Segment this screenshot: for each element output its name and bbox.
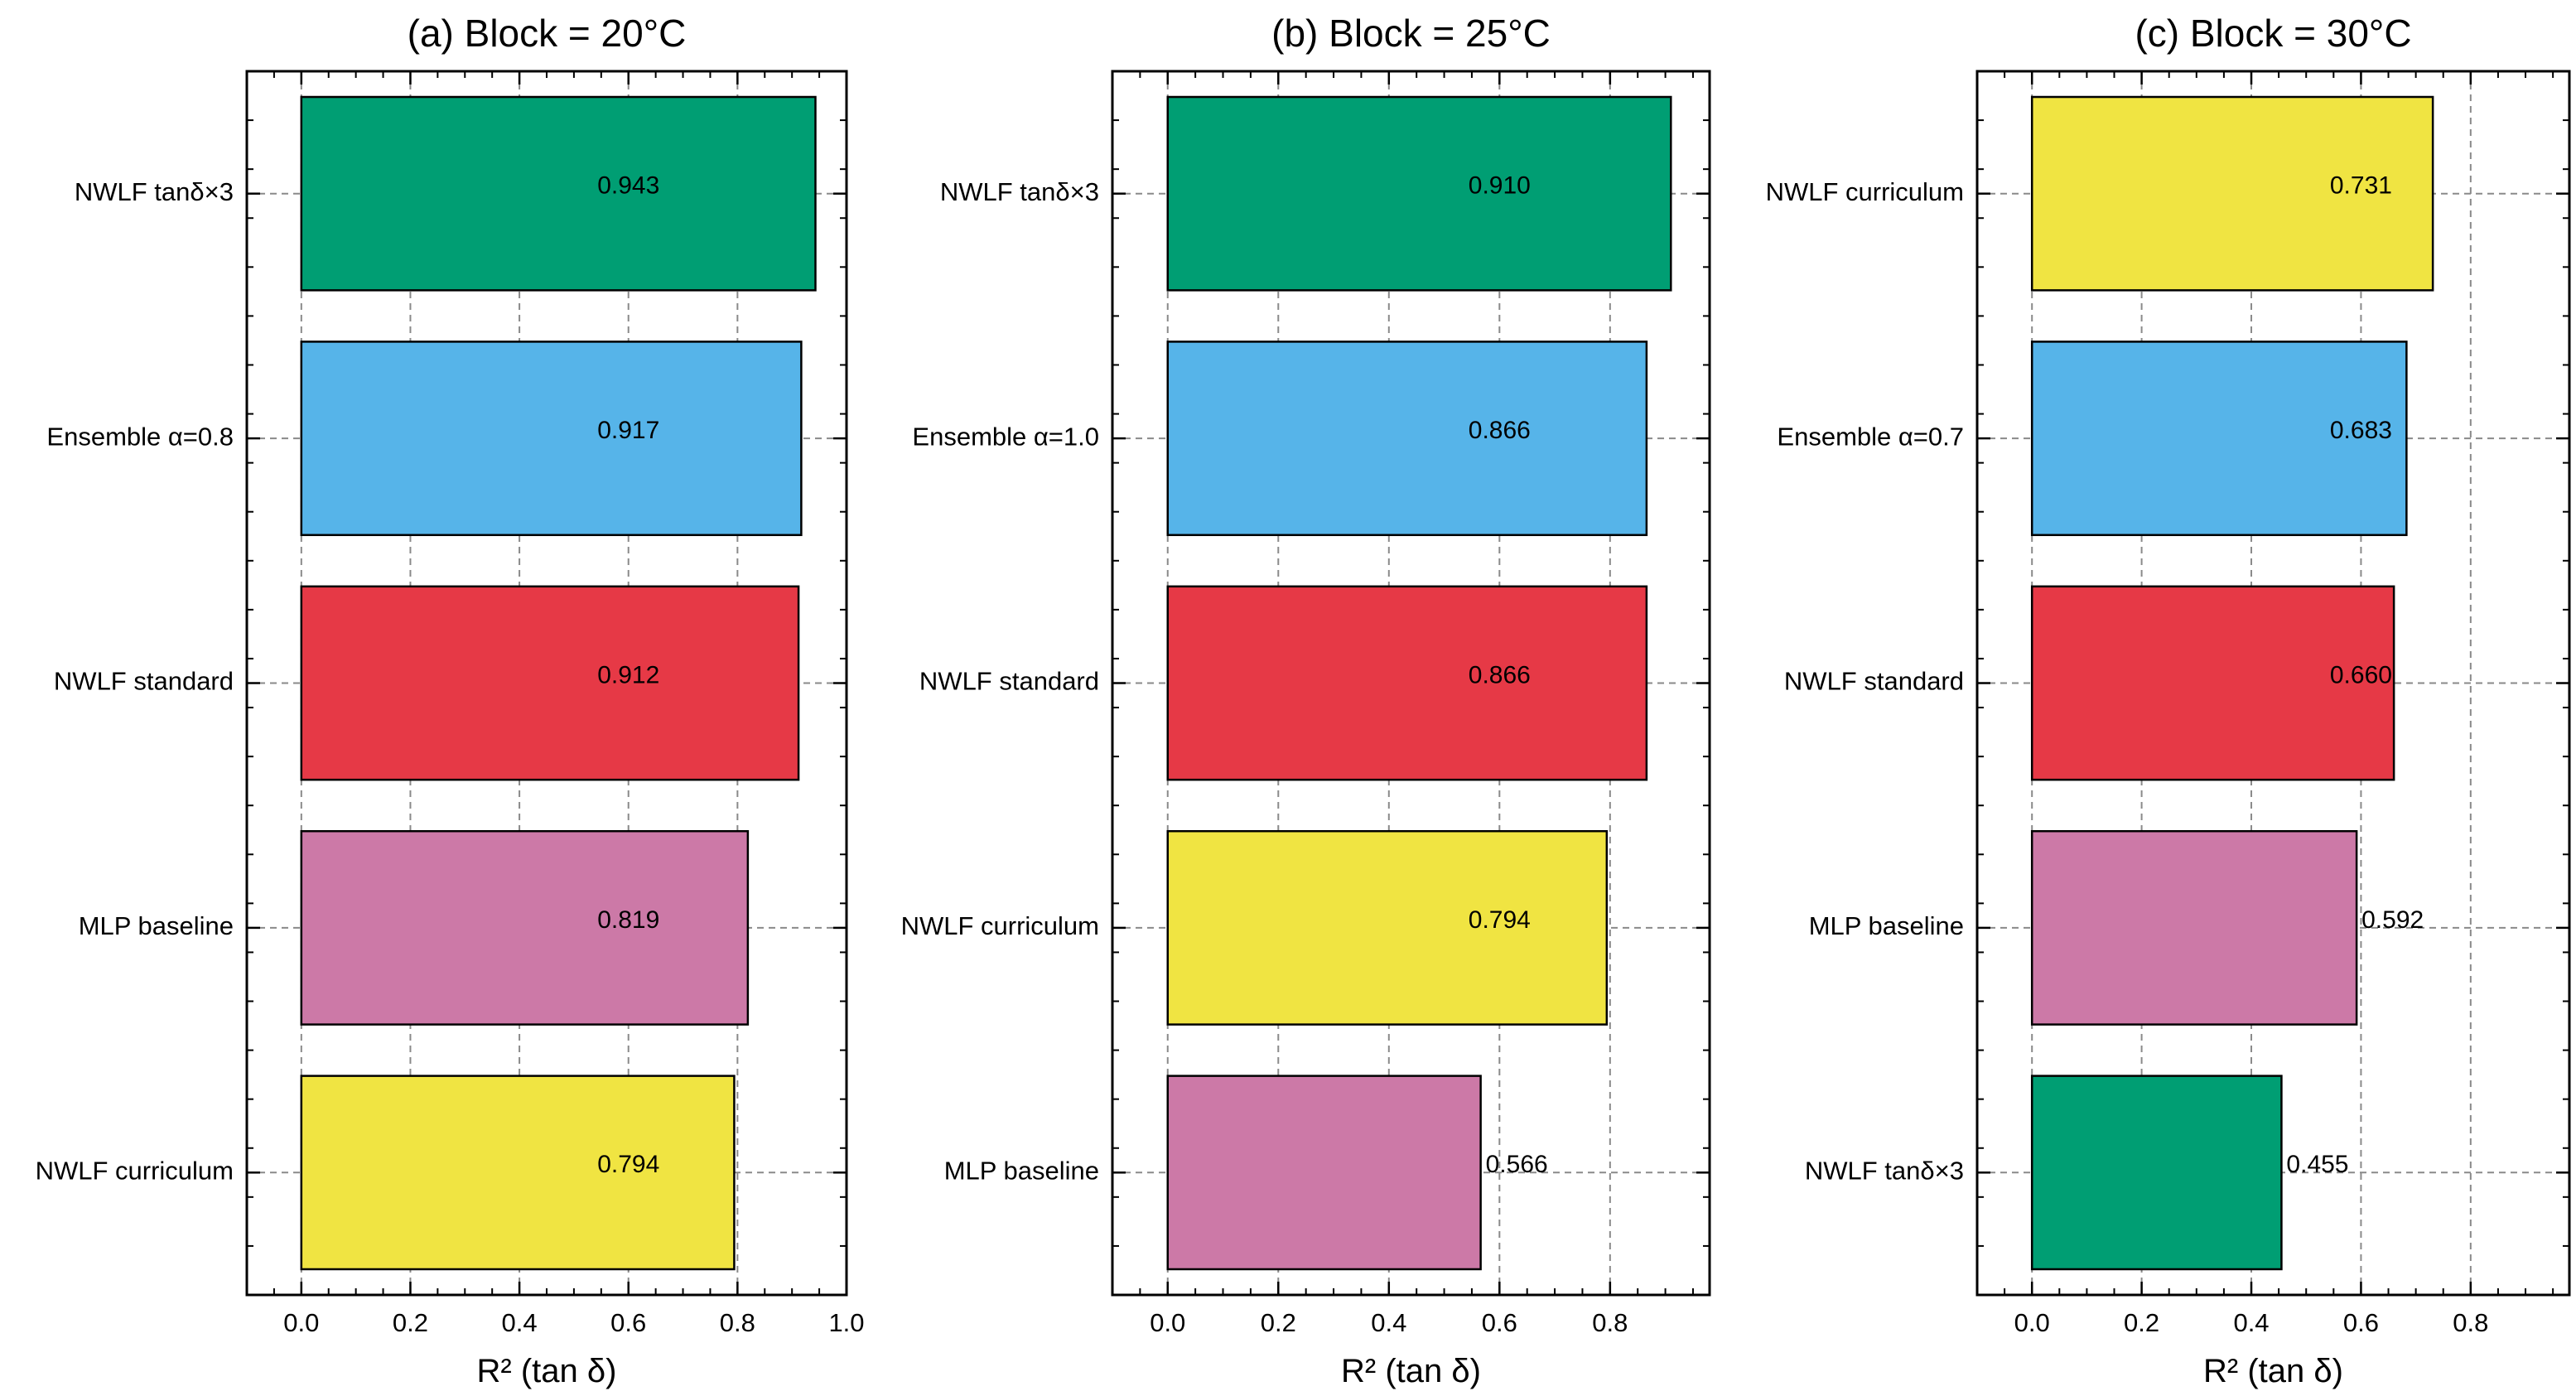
bar — [1166, 585, 1648, 781]
chart-panel-c: 0.731 0.683 0.660 0.592 0.455 0.0 0.2 0.4 0.6 0.8… — [1766, 12, 2571, 1389]
x-tick-label: 0.4 — [1371, 1308, 1406, 1337]
x-tick-label: 0.0 — [2014, 1308, 2050, 1337]
x-tick-label: 0.6 — [1482, 1308, 1517, 1337]
chart-panel-a: 0.943 0.917 0.912 0.819 0.794 0.0 0.2 0.4 0.6 0.8… — [36, 12, 865, 1389]
bar — [300, 95, 817, 292]
bar — [2030, 829, 2358, 1026]
category-label: NWLF curriculum — [1766, 177, 1964, 206]
x-tick-label: 0.4 — [502, 1308, 538, 1337]
bar-value-label: 0.592 — [2361, 906, 2424, 934]
category-label: NWLF tanδ×3 — [1805, 1156, 1964, 1185]
x-tick-label: 0.0 — [283, 1308, 319, 1337]
category-label: MLP baseline — [1809, 911, 1964, 940]
bar — [300, 1075, 736, 1271]
category-label: MLP baseline — [79, 911, 234, 940]
bar-value-label: 0.660 — [2330, 661, 2392, 688]
bar-value-label: 0.794 — [1469, 906, 1531, 934]
bar-value-label: 0.683 — [2330, 417, 2392, 444]
x-tick-label: 0.2 — [1261, 1308, 1296, 1337]
x-tick-label: 0.6 — [2343, 1308, 2379, 1337]
bar — [300, 341, 803, 537]
category-label: Ensemble α=1.0 — [912, 422, 1099, 451]
bar-value-label: 0.866 — [1469, 417, 1531, 444]
chart-title: (a) Block = 20°C — [408, 12, 687, 55]
category-label: NWLF standard — [919, 667, 1099, 696]
bar — [1166, 341, 1648, 537]
bar — [300, 585, 800, 781]
x-tick-label: 0.2 — [393, 1308, 428, 1337]
category-label: Ensemble α=0.8 — [46, 422, 234, 451]
chart-title: (c) Block = 30°C — [2135, 12, 2411, 55]
bar — [1166, 95, 1672, 292]
bar — [2030, 95, 2434, 292]
category-label: NWLF curriculum — [36, 1156, 234, 1185]
bar — [2030, 341, 2408, 537]
bar-value-label: 0.912 — [597, 661, 659, 688]
bar — [300, 829, 750, 1026]
x-axis-label: R² (tan δ) — [477, 1353, 617, 1389]
bar-value-label: 0.455 — [2286, 1151, 2348, 1178]
bar-value-label: 0.566 — [1486, 1151, 1548, 1178]
x-tick-label: 0.0 — [1150, 1308, 1185, 1337]
x-tick-label: 0.8 — [1592, 1308, 1628, 1337]
x-tick-label: 0.8 — [2453, 1308, 2488, 1337]
bar — [1166, 829, 1609, 1026]
chart-panel-b: 0.910 0.866 0.866 0.794 0.566 0.0 0.2 0.4 0.6 0.8… — [901, 12, 1711, 1389]
category-label: NWLF tanδ×3 — [75, 177, 234, 206]
category-label: MLP baseline — [944, 1156, 1099, 1185]
category-label: Ensemble α=0.7 — [1777, 422, 1964, 451]
bar — [2030, 1075, 2283, 1271]
x-tick-label: 0.8 — [720, 1308, 755, 1337]
bar-value-label: 0.910 — [1469, 172, 1531, 200]
x-tick-label: 0.4 — [2233, 1308, 2269, 1337]
bar-value-label: 0.866 — [1469, 661, 1531, 688]
bar — [2030, 585, 2395, 781]
category-label: NWLF tanδ×3 — [940, 177, 1099, 206]
bar-value-label: 0.794 — [597, 1151, 659, 1178]
bar-value-label: 0.819 — [597, 906, 659, 934]
category-label: NWLF standard — [54, 667, 234, 696]
category-label: NWLF standard — [1784, 667, 1964, 696]
bar — [1166, 1075, 1482, 1271]
x-tick-label: 1.0 — [828, 1308, 864, 1337]
bar-value-label: 0.731 — [2330, 172, 2392, 200]
chart-title: (b) Block = 25°C — [1271, 12, 1551, 55]
x-tick-label: 0.6 — [610, 1308, 646, 1337]
x-axis-label: R² (tan δ) — [1341, 1353, 1481, 1389]
bar-value-label: 0.943 — [597, 172, 659, 200]
x-axis-label: R² (tan δ) — [2203, 1353, 2343, 1389]
bar-value-label: 0.917 — [597, 417, 659, 444]
category-label: NWLF curriculum — [901, 911, 1099, 940]
x-tick-label: 0.2 — [2124, 1308, 2159, 1337]
